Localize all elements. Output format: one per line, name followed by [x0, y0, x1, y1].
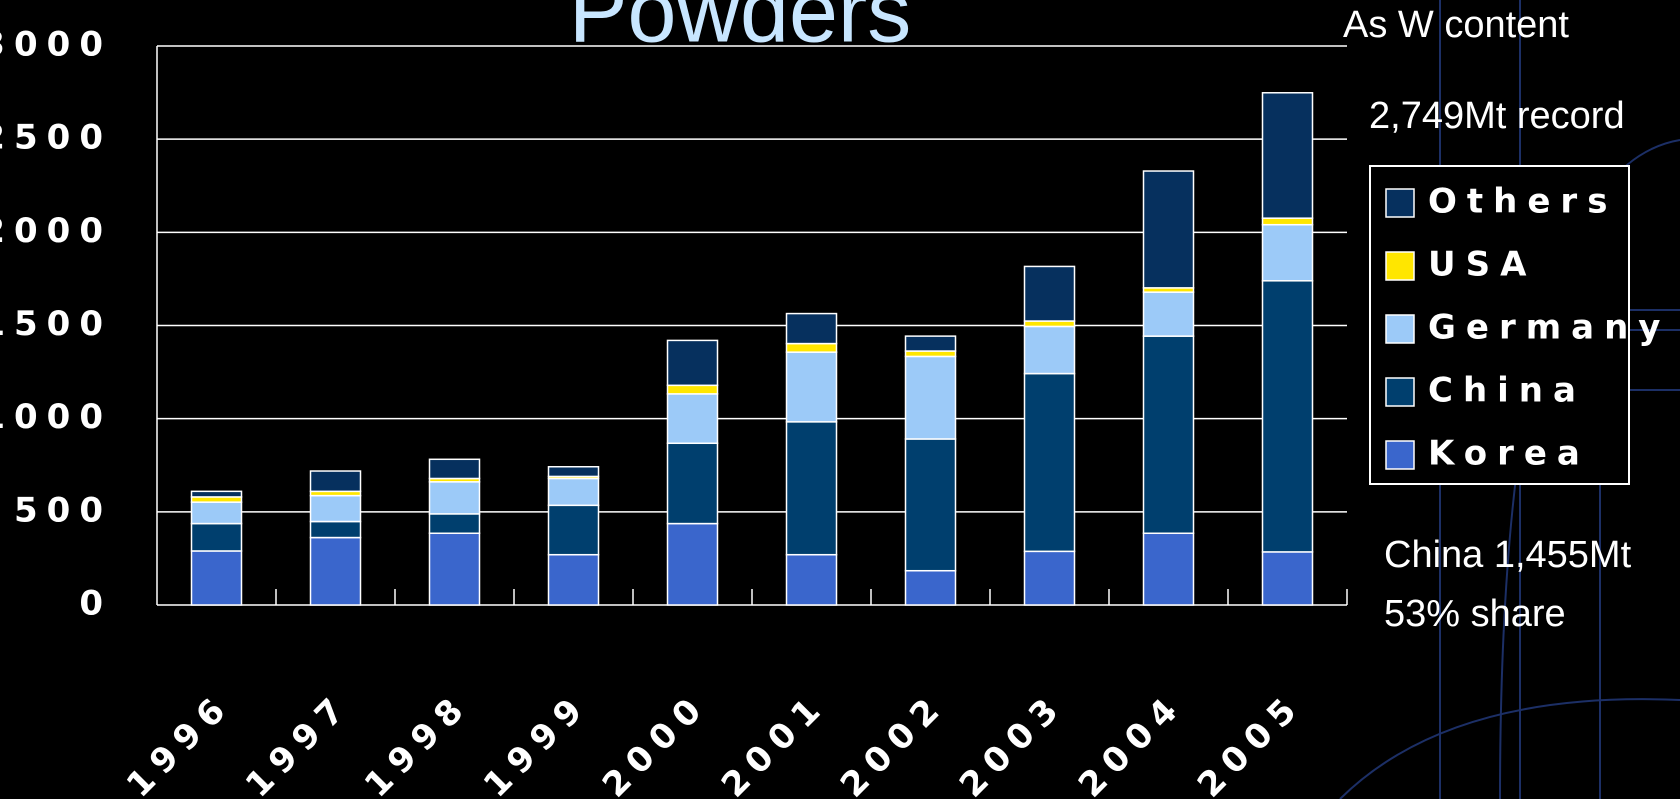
bar-segment: [1142, 335, 1195, 535]
legend-swatch: [1385, 440, 1415, 470]
bar-segment: [428, 513, 481, 535]
legend-label: Korea: [1428, 434, 1590, 474]
bar-segment: [904, 569, 957, 606]
annotation: As W content: [1343, 4, 1569, 46]
y-tick-label: 2500: [0, 118, 112, 158]
bar-segment: [428, 481, 481, 515]
legend-swatch: [1385, 314, 1415, 344]
bar-segment: [785, 553, 838, 606]
bar-segment: [547, 477, 600, 507]
chart-title: Powders: [569, 0, 911, 60]
bar-segment: [904, 355, 957, 440]
x-tick-label: 2004: [1071, 685, 1192, 799]
x-tick-label: 1998: [357, 685, 478, 799]
bar-segment: [666, 393, 719, 445]
bar-segment: [666, 442, 719, 525]
y-tick-label: 2000: [0, 211, 112, 251]
bar-segment: [190, 550, 243, 606]
bar-segment: [1261, 551, 1314, 606]
bar-segment: [1023, 320, 1076, 328]
x-tick-label: 2005: [1190, 685, 1311, 799]
x-tick-label: 2001: [714, 685, 835, 799]
x-tick-label: 1997: [238, 685, 359, 799]
bar-segment: [190, 501, 243, 525]
y-tick-label: 1000: [0, 397, 112, 437]
bar-segment: [1261, 217, 1314, 226]
legend-swatch: [1385, 377, 1415, 407]
bar-segment: [785, 351, 838, 423]
bar-segment: [190, 522, 243, 552]
annotation: 2,749Mt record: [1369, 95, 1625, 137]
bar-segment: [1142, 532, 1195, 606]
legend-label: China: [1428, 371, 1586, 411]
bar-segment: [190, 496, 243, 503]
bar-segment: [904, 335, 957, 352]
bar-segment: [1261, 223, 1314, 282]
bar-segment: [904, 438, 957, 572]
legend-swatch: [1385, 188, 1415, 218]
bar-segment: [785, 312, 838, 345]
bar-segment: [547, 504, 600, 556]
bar-segment: [904, 350, 957, 358]
bar-segment: [1142, 291, 1195, 337]
bar-segment: [785, 421, 838, 556]
x-tick-label: 2000: [595, 685, 716, 799]
bar-segment: [666, 522, 719, 606]
y-tick-label: 3000: [0, 25, 112, 65]
legend-label: Germany: [1428, 308, 1670, 348]
legend-label: USA: [1428, 245, 1536, 285]
bar-segment: [309, 494, 362, 523]
annotation: 53% share: [1384, 593, 1566, 635]
legend-label: Others: [1428, 182, 1617, 222]
bar-segment: [1023, 550, 1076, 606]
x-tick-label: 1996: [119, 685, 240, 799]
bar-segment: [428, 532, 481, 606]
annotation: China 1,455Mt: [1384, 534, 1632, 576]
bar-segment: [309, 536, 362, 606]
bar-segment: [666, 384, 719, 395]
bar-segment: [309, 520, 362, 539]
x-tick-label: 1999: [476, 685, 597, 799]
bar-segment: [428, 458, 481, 480]
bar-segment: [190, 490, 243, 498]
bar-segment: [1142, 170, 1195, 289]
x-tick-label: 2002: [833, 685, 954, 799]
bar-segment: [666, 339, 719, 387]
bar-segment: [1261, 92, 1314, 219]
bar-segment: [1023, 265, 1076, 322]
bar-segment: [547, 465, 600, 478]
legend-swatch: [1385, 251, 1415, 281]
y-tick-label: 0: [79, 584, 112, 624]
bar-segment: [547, 553, 600, 606]
y-tick-label: 1500: [0, 304, 112, 344]
x-tick-label: 2003: [952, 685, 1073, 799]
y-tick-label: 500: [14, 490, 112, 530]
bar-segment: [1261, 280, 1314, 553]
bar-segment: [309, 470, 362, 493]
bar-segment: [1023, 325, 1076, 375]
bar-segment: [785, 342, 838, 353]
bar-segment: [1023, 372, 1076, 553]
